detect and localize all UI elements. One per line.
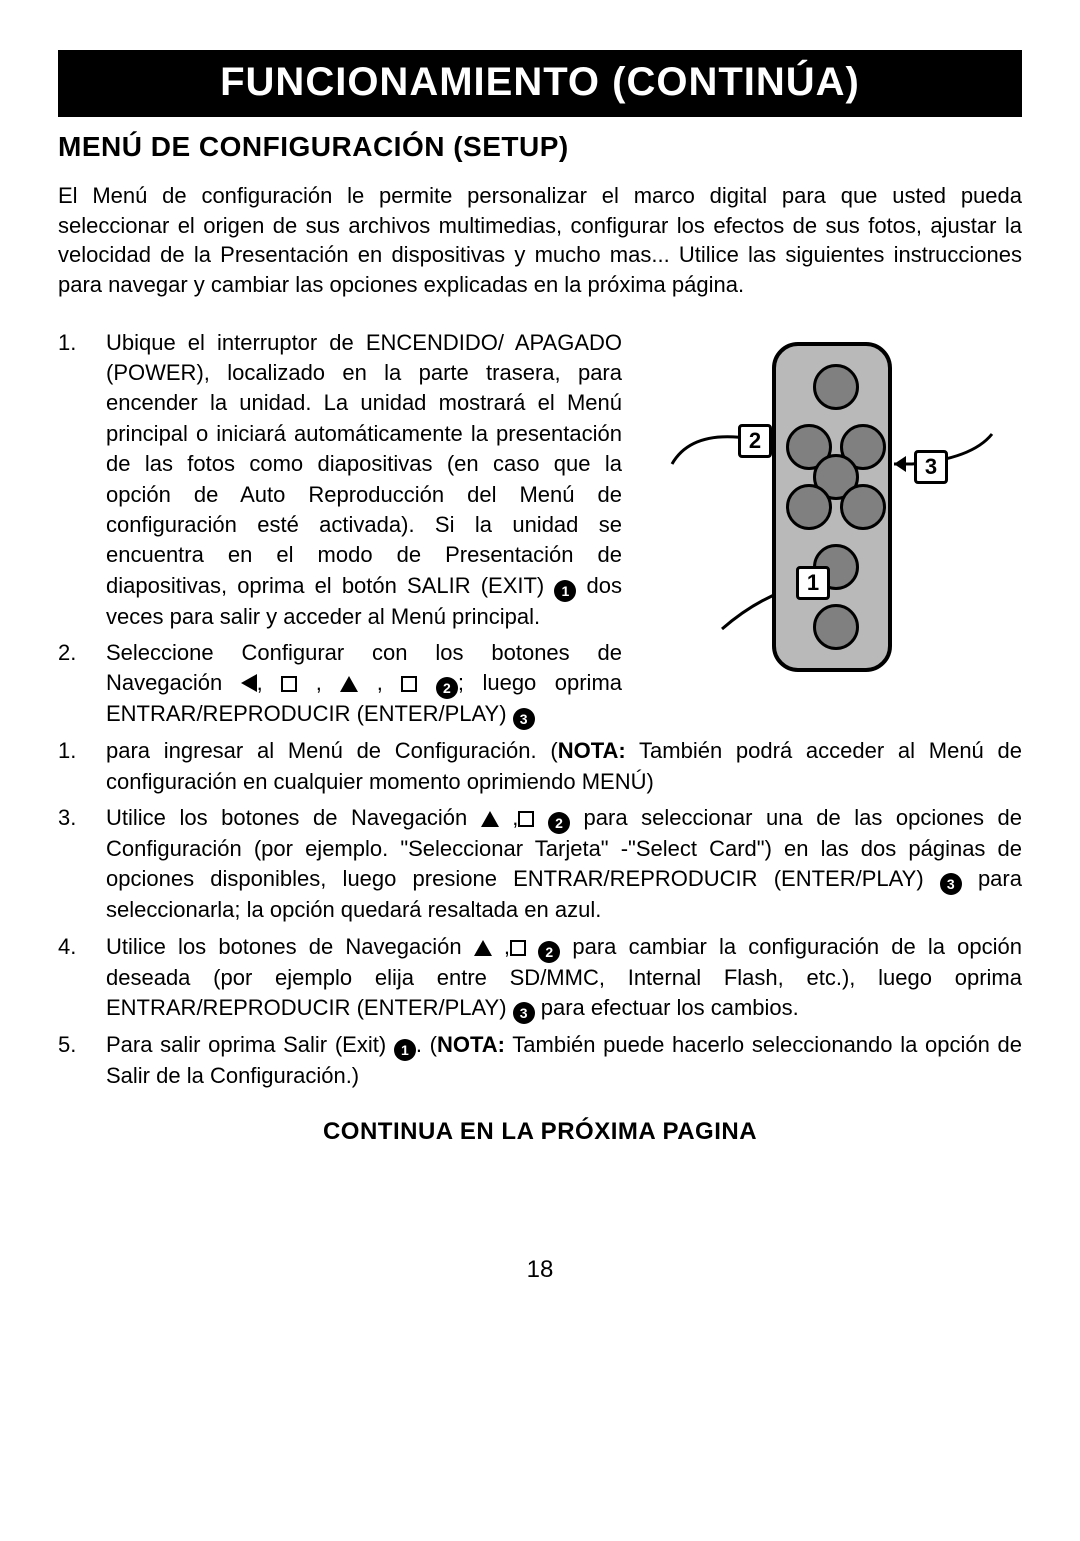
step-5: Para salir oprima Salir (Exit) 1. (NOTA:… (58, 1030, 1022, 1091)
ref-1-icon: 1 (394, 1039, 416, 1061)
page-number: 18 (58, 1256, 1022, 1284)
continued-footer: CONTINUA EN LA PRÓXIMA PAGINA (58, 1118, 1022, 1146)
remote-button (813, 364, 859, 410)
ref-3-icon: 3 (940, 873, 962, 895)
step-3-text-a: Utilice los botones de Navegación (106, 805, 481, 830)
nav-left-icon (241, 674, 257, 692)
nav-square-icon (281, 676, 297, 692)
step-4: Utilice los botones de Navegación , 2 pa… (58, 932, 1022, 1024)
instruction-list-cont: para ingresar al Menú de Configuración. … (58, 736, 1022, 797)
nav-up-icon (340, 676, 358, 692)
ref-3-icon: 3 (513, 708, 535, 730)
remote-button (786, 484, 832, 530)
step-1: Ubique el interruptor de ENCENDIDO/ APAG… (58, 328, 622, 632)
nota-label: NOTA: (437, 1032, 505, 1057)
step-2-cont: para ingresar al Menú de Configuración. … (58, 736, 1022, 797)
nav-square-icon (510, 940, 526, 956)
step-3: Utilice los botones de Navegación , 2 pa… (58, 803, 1022, 926)
callout-3: 3 (914, 450, 948, 484)
step-5-text-b: . ( (416, 1032, 437, 1057)
remote-illustration: 2 3 1 (652, 334, 1012, 694)
ref-3-icon: 3 (513, 1002, 535, 1024)
step-4-text-a: Utilice los botones de Navegación (106, 934, 474, 959)
remote-button (813, 604, 859, 650)
callout-1: 1 (796, 566, 830, 600)
section-subtitle: MENÚ DE CONFIGURACIÓN (SETUP) (58, 131, 1022, 163)
step-5-text-a: Para salir oprima Salir (Exit) (106, 1032, 394, 1057)
ref-1-icon: 1 (554, 580, 576, 602)
remote-body (772, 342, 892, 672)
ref-2-icon: 2 (436, 677, 458, 699)
ref-2-icon: 2 (538, 941, 560, 963)
nav-square-icon (401, 676, 417, 692)
ref-2-icon: 2 (548, 812, 570, 834)
nav-up-icon (474, 940, 492, 956)
step-4-text-c: para efectuar los cambios. (535, 995, 799, 1020)
nota-label: NOTA: (558, 738, 626, 763)
intro-paragraph: El Menú de configuración le permite pers… (58, 181, 1022, 300)
instruction-list: Ubique el interruptor de ENCENDIDO/ APAG… (58, 328, 622, 731)
callout-2: 2 (738, 424, 772, 458)
instruction-list-3to5: Utilice los botones de Navegación , 2 pa… (58, 803, 1022, 1091)
page-banner: FUNCIONAMIENTO (CONTINÚA) (58, 50, 1022, 117)
remote-button (840, 484, 886, 530)
step-2-text-c: para ingresar al Menú de Configuración. … (106, 738, 558, 763)
nav-square-icon (518, 811, 534, 827)
step-1-text-a: Ubique el interruptor de ENCENDIDO/ APAG… (106, 330, 622, 598)
nav-up-icon (481, 811, 499, 827)
step-2: Seleccione Configurar con los botones de… (58, 638, 622, 730)
